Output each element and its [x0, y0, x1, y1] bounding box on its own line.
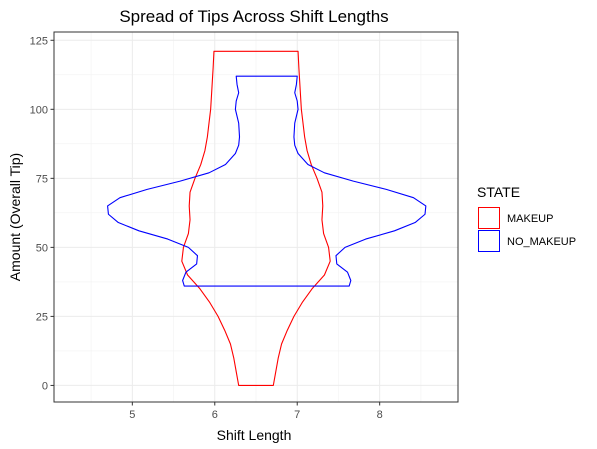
plot-panel: [53, 31, 459, 403]
violin-no-makeup: [107, 75, 427, 287]
violins: [107, 50, 427, 386]
legend: STATE MAKEUP NO_MAKEUP: [477, 184, 576, 252]
x-tick-label: 8: [377, 409, 383, 421]
legend-label-makeup: MAKEUP: [507, 213, 553, 225]
y-tick-label: 50: [36, 242, 48, 254]
chart-title: Spread of Tips Across Shift Lengths: [119, 7, 388, 26]
legend-key-makeup: [478, 207, 500, 229]
y-tick-label: 100: [30, 104, 48, 116]
panel-border: [53, 31, 459, 403]
x-axis: 5 6 7 8: [129, 402, 383, 421]
legend-label-no-makeup: NO_MAKEUP: [507, 236, 576, 248]
y-tick-label: 125: [30, 35, 48, 47]
y-tick-label: 25: [36, 311, 48, 323]
y-axis: 0 25 50 75 100 125: [30, 35, 54, 392]
legend-key-no-makeup: [478, 230, 500, 252]
x-tick-label: 7: [294, 409, 300, 421]
legend-title: STATE: [477, 184, 520, 200]
x-axis-title: Shift Length: [217, 427, 292, 443]
x-tick-label: 5: [129, 409, 135, 421]
x-tick-label: 6: [212, 409, 218, 421]
violin-makeup: [181, 50, 331, 386]
y-axis-title: Amount (Overall Tip): [7, 153, 23, 281]
y-tick-label: 75: [36, 173, 48, 185]
y-tick-label: 0: [42, 380, 48, 392]
